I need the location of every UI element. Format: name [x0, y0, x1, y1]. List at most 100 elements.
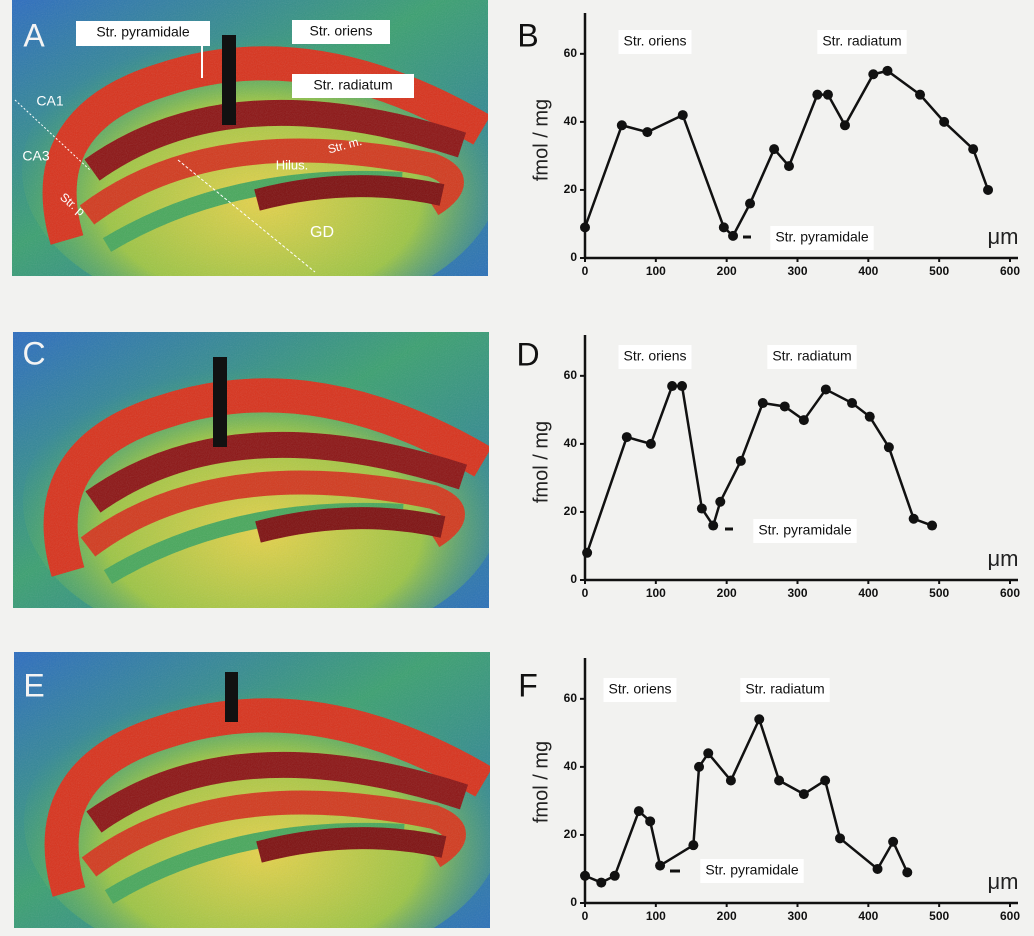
data-point	[645, 438, 656, 449]
annotation: Str. oriens	[623, 33, 686, 49]
image-a: A Str. pyramidale Str. oriens Str. radia…	[12, 0, 502, 320]
data-point	[580, 870, 590, 881]
annotation: Str. pyramidale	[775, 229, 869, 245]
x-tick-label: 400	[858, 264, 878, 278]
data-point	[655, 860, 666, 871]
y-tick-label: 60	[564, 691, 578, 705]
data-line	[583, 69, 990, 238]
data-point	[927, 520, 938, 531]
data-point	[915, 89, 926, 100]
x-tick-label: 200	[717, 586, 737, 600]
probe-bar	[225, 672, 238, 722]
image-label: CA1	[36, 93, 63, 109]
data-point	[621, 432, 632, 443]
data-point	[820, 384, 831, 395]
y-tick-label: 40	[564, 759, 578, 773]
data-point	[728, 230, 739, 241]
panel-letter: B	[517, 17, 538, 53]
data-point	[633, 806, 644, 817]
data-point	[835, 833, 845, 844]
probe-bar	[222, 35, 236, 125]
data-point	[645, 816, 656, 827]
image-c: C	[13, 332, 503, 652]
image-label: Hilus.	[276, 157, 309, 172]
data-point	[888, 836, 899, 847]
y-tick-label: 40	[564, 114, 578, 128]
annotation-box	[740, 678, 830, 702]
data-point	[694, 761, 705, 772]
data-point	[839, 120, 850, 131]
data-point	[774, 775, 785, 786]
annotation-box	[618, 30, 692, 54]
x-tick-label: 100	[646, 586, 666, 600]
data-point	[820, 775, 831, 786]
annotation: Str. radiatum	[772, 348, 851, 364]
data-point	[715, 496, 726, 507]
data-point	[769, 144, 780, 155]
x-unit: μm	[987, 224, 1018, 249]
annotation: Str. oriens	[608, 681, 671, 697]
data-line	[585, 384, 933, 554]
annotation-box	[753, 519, 857, 543]
y-axis-label: fmol / mg	[530, 741, 552, 823]
x-tick-label: 200	[717, 909, 737, 923]
probe-bar	[213, 357, 227, 447]
data-point	[718, 222, 729, 233]
data-point	[754, 714, 765, 725]
y-axis-label: fmol / mg	[530, 421, 552, 503]
image-label: Str. oriens	[309, 23, 372, 39]
annotation-box	[618, 345, 692, 369]
data-point	[688, 840, 699, 851]
x-tick-label: 400	[858, 586, 878, 600]
x-unit: μm	[987, 869, 1018, 894]
data-point	[725, 775, 736, 786]
annotation-box	[700, 859, 804, 883]
data-point	[798, 415, 809, 426]
annotation: Str. pyramidale	[758, 522, 852, 538]
y-tick-label: 20	[564, 827, 578, 841]
annotation-box	[603, 678, 677, 702]
data-point	[616, 120, 627, 131]
y-tick-label: 20	[564, 182, 578, 196]
x-tick-label: 600	[1000, 264, 1020, 278]
annotation: Str. radiatum	[822, 33, 901, 49]
x-tick-label: 600	[1000, 586, 1020, 600]
image-label: CA3	[22, 148, 49, 164]
x-tick-label: 0	[582, 909, 589, 923]
x-tick-label: 300	[787, 586, 807, 600]
data-point	[847, 398, 858, 409]
annotation: Str. radiatum	[745, 681, 824, 697]
data-point	[735, 455, 746, 466]
data-point	[822, 89, 833, 100]
x-tick-label: 300	[787, 909, 807, 923]
data-point	[667, 381, 678, 392]
y-axis-label: fmol / mg	[530, 99, 552, 181]
x-tick-label: 200	[717, 264, 737, 278]
data-point	[872, 863, 883, 874]
data-point	[864, 411, 875, 422]
x-tick-label: 0	[582, 586, 589, 600]
annotation: Str. oriens	[623, 348, 686, 364]
data-point	[902, 867, 913, 878]
x-tick-label: 500	[929, 264, 949, 278]
data-point	[708, 520, 719, 531]
data-point	[757, 398, 768, 409]
panel-letter: F	[518, 667, 538, 703]
x-unit: μm	[987, 546, 1018, 571]
data-point	[703, 748, 714, 759]
data-point	[798, 789, 809, 800]
data-point	[677, 381, 688, 392]
image-label: GD	[310, 224, 334, 241]
y-tick-label: 0	[570, 895, 577, 909]
x-tick-label: 500	[929, 909, 949, 923]
data-point	[580, 222, 590, 233]
panel-letter: D	[516, 336, 539, 372]
y-tick-label: 40	[564, 436, 578, 450]
image-e: E	[14, 652, 504, 931]
panel-letter: E	[23, 667, 44, 703]
data-point	[812, 89, 823, 100]
x-tick-label: 100	[646, 264, 666, 278]
